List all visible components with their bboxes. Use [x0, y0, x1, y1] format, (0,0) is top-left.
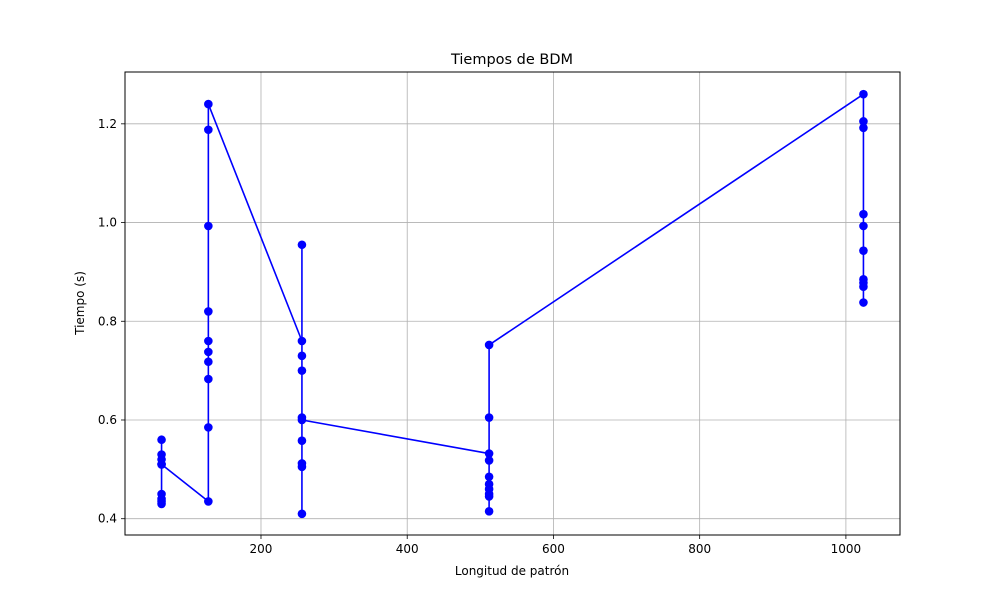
x-tick-label: 600 [542, 542, 565, 556]
data-point [204, 357, 213, 367]
data-point [484, 507, 494, 516]
data-point [297, 415, 307, 425]
data-point [484, 413, 494, 422]
data-point [859, 221, 868, 231]
data-point [484, 492, 494, 501]
data-point [859, 117, 868, 126]
y-tick-label: 0.6 [98, 413, 117, 427]
series-layer [157, 89, 868, 519]
data-point [859, 89, 868, 99]
data-point [297, 351, 307, 361]
data-point [484, 472, 494, 482]
y-tick-label: 0.4 [98, 512, 117, 526]
x-axis: 200 400 600 800 1000 [250, 535, 862, 556]
data-point [859, 282, 868, 292]
data-point [859, 246, 868, 255]
x-tick-label: 200 [250, 542, 273, 556]
y-tick-label: 1.0 [98, 216, 117, 230]
data-point [204, 423, 213, 432]
y-tick-label: 0.8 [98, 314, 117, 328]
data-point [859, 209, 868, 219]
data-point [297, 436, 307, 446]
data-point [157, 460, 166, 469]
data-point [204, 221, 213, 231]
data-point [204, 497, 213, 506]
x-tick-label: 1000 [831, 542, 862, 556]
data-point [859, 298, 868, 307]
grid [125, 72, 900, 535]
data-point [484, 340, 494, 350]
data-point [484, 456, 494, 465]
data-point [157, 435, 166, 445]
x-axis-label: Longitud de patrón [455, 564, 569, 578]
data-point [297, 462, 307, 472]
data-point [157, 499, 166, 509]
x-tick-label: 400 [396, 542, 419, 556]
chart-title: Tiempos de BDM [450, 52, 573, 68]
data-point [204, 347, 213, 357]
y-axis: 0.4 0.6 0.8 1.0 1.2 [98, 117, 125, 526]
x-tick-label: 800 [688, 542, 711, 556]
y-tick-label: 1.2 [98, 117, 117, 131]
y-axis-label: Tiempo (s) [73, 271, 87, 336]
data-point [484, 449, 494, 458]
data-point [297, 366, 307, 375]
data-point [204, 336, 213, 346]
data-point [204, 307, 213, 316]
data-point [297, 240, 307, 250]
data-point [204, 99, 213, 109]
data-point [204, 125, 213, 135]
data-point [297, 336, 307, 346]
plot-frame [124, 71, 901, 536]
data-point [297, 509, 307, 519]
data-point [859, 123, 868, 133]
data-point [204, 374, 213, 384]
